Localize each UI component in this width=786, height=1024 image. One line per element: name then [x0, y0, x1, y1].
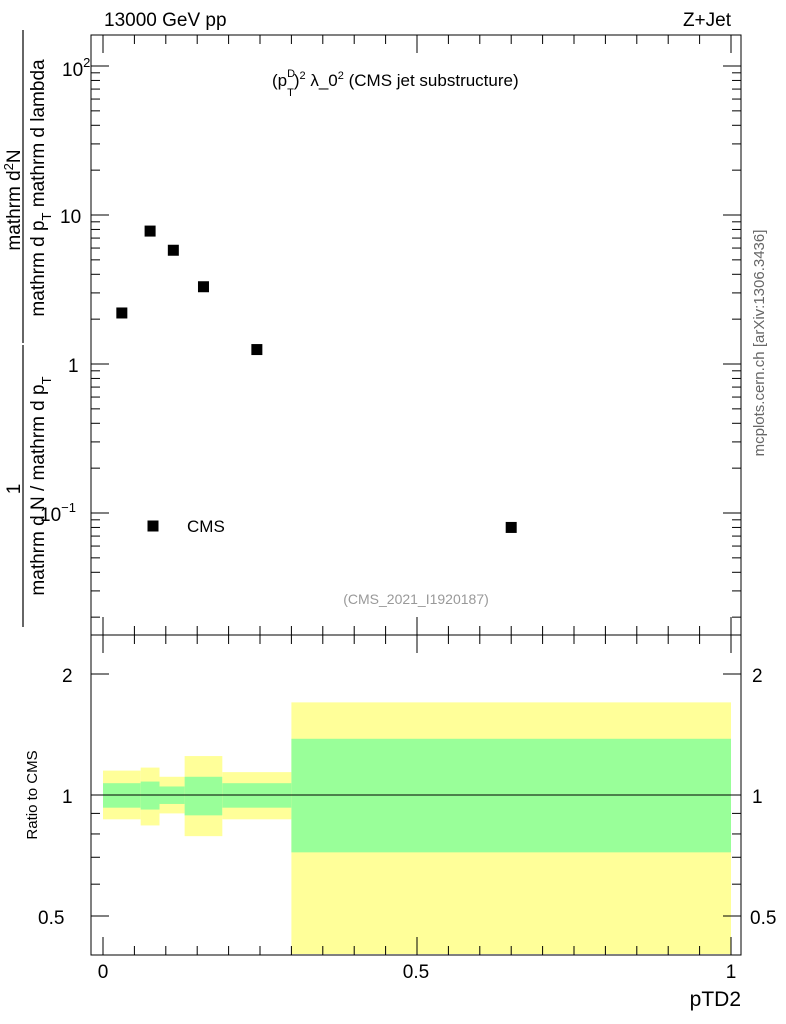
- ratio-y-tick-right-0p5: 0.5: [750, 908, 776, 929]
- main-panel-frame: [90, 34, 742, 636]
- main-panel-title: (pD T)2 λ_02 (CMS jet substructure): [272, 68, 519, 99]
- data-point: [505, 521, 517, 533]
- ratio-inner-band: [140, 781, 160, 810]
- data-point: [144, 225, 156, 237]
- ratio-y-label: Ratio to CMS: [24, 750, 41, 839]
- x-tick-label-1: 1: [726, 962, 737, 983]
- data-point: [197, 281, 209, 293]
- main-data-markers: [116, 225, 517, 533]
- x-axis-label: pTD2: [690, 988, 741, 1011]
- y-tick-label-100: 102: [62, 55, 90, 81]
- analysis-id: (CMS_2021_I1920187): [343, 591, 489, 607]
- ratio-y-tick-left-0p5: 0.5: [38, 908, 64, 929]
- ratio-y-tick-left-1: 1: [62, 787, 73, 808]
- y-tick-label-1: 1: [68, 356, 79, 377]
- legend-marker: [147, 520, 159, 532]
- legend-label: CMS: [187, 517, 225, 536]
- ratio-axis-ticks: [91, 635, 741, 955]
- y-label-denominator: mathrm d pT mathrm d lambda: [28, 59, 54, 317]
- data-point: [251, 344, 263, 356]
- y-label-prefactor-den: mathrm d N / mathrm d pT: [28, 376, 54, 595]
- ratio-inner-band: [291, 738, 731, 853]
- y-label-prefactor-num: 1: [4, 484, 25, 495]
- ratio-inner-band: [184, 776, 223, 816]
- y-tick-label-0p1: 10−1: [40, 500, 76, 526]
- ratio-y-tick-left-2: 2: [62, 666, 73, 687]
- x-tick-label-0p5: 0.5: [403, 962, 429, 983]
- main-axis-ticks: [91, 35, 741, 635]
- data-point: [116, 307, 128, 319]
- x-tick-label-0: 0: [98, 962, 109, 983]
- y-axis-label: 1 mathrm d N / mathrm d pT mathrm d2N ma…: [1, 30, 54, 627]
- ratio-y-tick-right-1: 1: [752, 787, 763, 808]
- ratio-y-tick-right-2: 2: [752, 666, 763, 687]
- process-label: Z+Jet: [683, 10, 732, 31]
- side-credit: mcplots.cern.ch [arXiv:1306.3436]: [751, 230, 768, 457]
- y-tick-label-10: 10: [60, 207, 81, 228]
- energy-label: 13000 GeV pp: [104, 10, 227, 31]
- ratio-bands: [103, 702, 731, 954]
- data-point: [167, 244, 179, 256]
- y-label-numerator: mathrm d2N: [1, 149, 25, 250]
